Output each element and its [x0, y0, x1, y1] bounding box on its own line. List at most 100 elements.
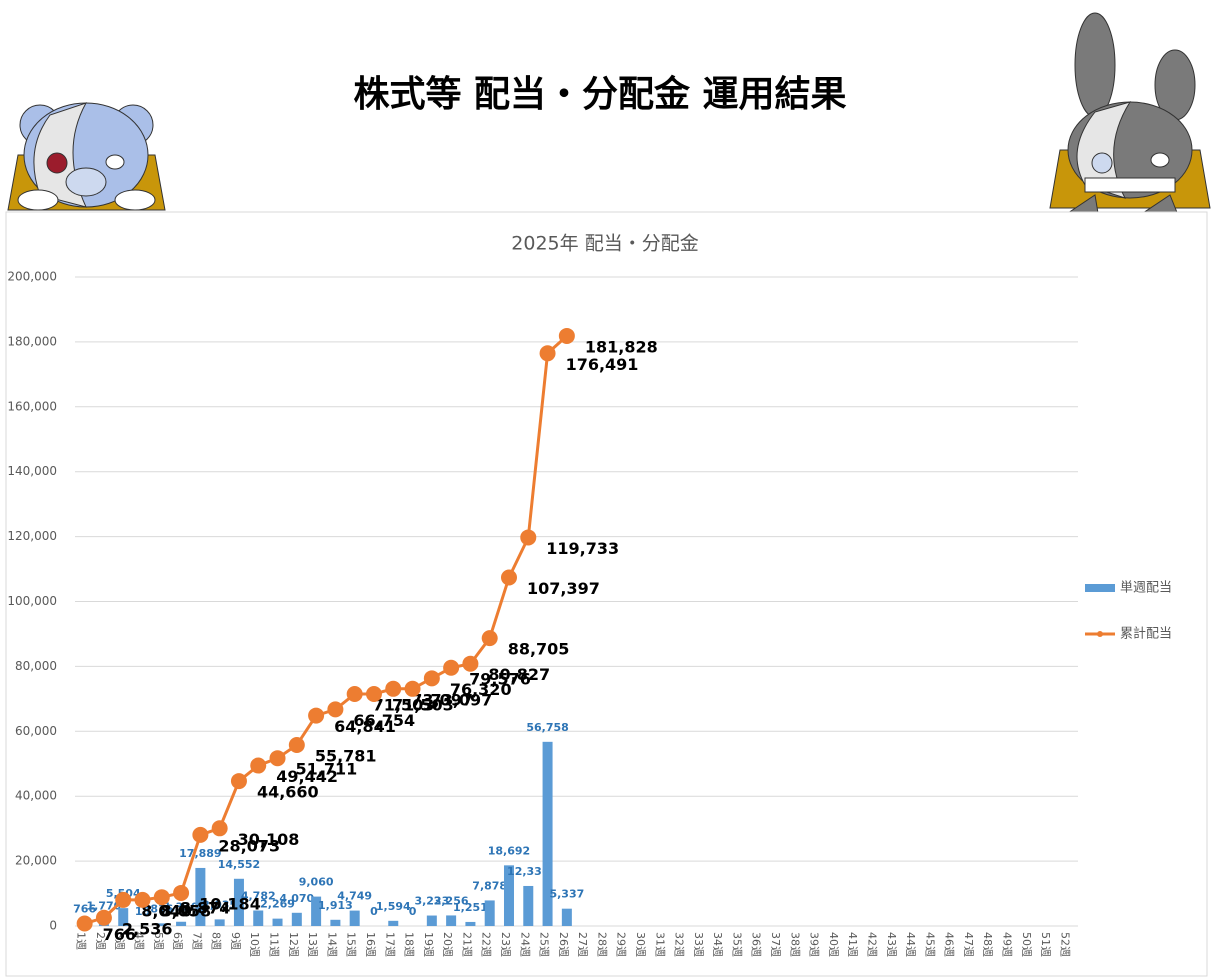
line-marker [76, 915, 93, 932]
line-marker [250, 757, 267, 774]
y-tick-label: 200,000 [7, 270, 57, 284]
bar-value-label: 14,552 [218, 858, 260, 871]
legend-label: 単週配当 [1120, 580, 1172, 596]
x-tick-label: 44週 [904, 932, 917, 957]
x-tick-label: 25週 [538, 932, 551, 957]
y-tick-label: 100,000 [7, 594, 57, 608]
line-value-label: 80,827 [488, 665, 550, 684]
line-value-label: 88,705 [508, 640, 570, 659]
line-marker [308, 707, 325, 724]
line-marker [134, 891, 151, 908]
x-tick-label: 33週 [692, 932, 705, 957]
bar [311, 896, 322, 926]
x-tick-label: 41週 [846, 932, 859, 957]
x-tick-label: 28週 [595, 932, 608, 957]
line-marker [423, 670, 440, 687]
chart-title: 2025年 配当・分配金 [511, 233, 698, 255]
bar-value-label: 766 [73, 903, 96, 916]
line-value-label: 8,874 [180, 899, 231, 918]
x-tick-label: 14週 [325, 932, 338, 957]
bar [272, 918, 283, 926]
legend-swatch [1097, 631, 1103, 637]
line-value-label: 119,733 [546, 539, 619, 558]
line-marker [346, 685, 363, 702]
y-tick-label: 0 [49, 919, 57, 933]
line-marker [520, 529, 537, 546]
bar-value-label: 9,060 [299, 876, 334, 889]
line-value-label: 8,058 [161, 901, 212, 920]
line-value-label: 64,841 [334, 717, 396, 736]
bar-value-label: 56,758 [526, 721, 568, 734]
x-tick-label: 52週 [1058, 932, 1071, 957]
line-value-label: 73,097 [431, 690, 493, 709]
bar [253, 910, 264, 926]
x-tick-label: 48週 [981, 932, 994, 957]
bar-value-label: 3,223 [414, 895, 449, 908]
bar [503, 865, 514, 926]
x-tick-label: 22週 [480, 932, 493, 957]
bar [561, 908, 572, 926]
line-value-label: 71,503 [392, 695, 454, 714]
x-tick-label: 49週 [1000, 932, 1013, 957]
y-tick-label: 40,000 [15, 789, 57, 803]
line-marker [404, 680, 421, 697]
bar-value-label: 5,337 [549, 888, 584, 901]
bear-mascot [7, 102, 166, 211]
bar-value-label: 4,782 [241, 889, 276, 902]
line-value-label: 44,660 [257, 783, 319, 802]
x-tick-label: 30週 [634, 932, 647, 957]
x-tick-label: 38週 [788, 932, 801, 957]
x-tick-label: 18週 [403, 932, 416, 957]
x-tick-label: 9週 [229, 932, 242, 950]
x-tick-label: 37週 [769, 932, 782, 957]
line-marker [500, 569, 517, 586]
bar-value-label: 2,269 [260, 898, 295, 911]
line-marker [327, 701, 344, 718]
bar [349, 910, 360, 926]
bar-value-label: 1,594 [376, 900, 411, 913]
bar-value-label: 12,336 [507, 865, 550, 878]
x-tick-label: 7週 [190, 932, 203, 950]
line-marker [539, 345, 556, 362]
line-value-label: 73,097 [411, 690, 473, 709]
x-tick-label: 6週 [171, 932, 184, 950]
x-tick-label: 29週 [615, 932, 628, 957]
bar [176, 921, 187, 926]
x-tick-label: 8週 [210, 932, 223, 950]
x-tick-label: 35週 [730, 932, 743, 957]
line-value-label: 51,711 [296, 760, 358, 779]
x-tick-label: 21週 [460, 932, 473, 957]
y-tick-label: 20,000 [15, 854, 57, 868]
bar [330, 919, 341, 926]
x-tick-label: 51週 [1039, 932, 1052, 957]
x-tick-label: 40週 [827, 932, 840, 957]
line-marker [230, 773, 247, 790]
line-marker [153, 889, 170, 906]
line-marker [211, 820, 228, 837]
line-marker [173, 884, 190, 901]
bar [484, 900, 495, 926]
x-tick-label: 12週 [287, 932, 300, 957]
line-value-label: 181,828 [585, 337, 658, 356]
line-value-label: 176,491 [566, 355, 639, 374]
bar-value-label: 7,878 [472, 879, 507, 892]
x-tick-label: 43週 [885, 932, 898, 957]
x-tick-label: 13週 [306, 932, 319, 957]
x-tick-label: 32週 [673, 932, 686, 957]
y-tick-label: 80,000 [15, 659, 57, 673]
x-tick-label: 10週 [248, 932, 261, 957]
bar [195, 867, 206, 926]
bar [523, 885, 534, 926]
x-tick-label: 15週 [345, 932, 358, 957]
line-value-label: 76,320 [450, 680, 512, 699]
x-tick-label: 31週 [653, 932, 666, 957]
line-value-label: 30,108 [238, 830, 300, 849]
x-tick-label: 42週 [865, 932, 878, 957]
bar-value-label: 0 [409, 905, 417, 918]
line-value-label: 79,576 [469, 669, 531, 688]
line-value-label: 55,781 [315, 746, 377, 765]
line-marker [558, 327, 575, 344]
y-tick-label: 160,000 [7, 399, 57, 413]
x-tick-label: 3週 [113, 932, 126, 950]
